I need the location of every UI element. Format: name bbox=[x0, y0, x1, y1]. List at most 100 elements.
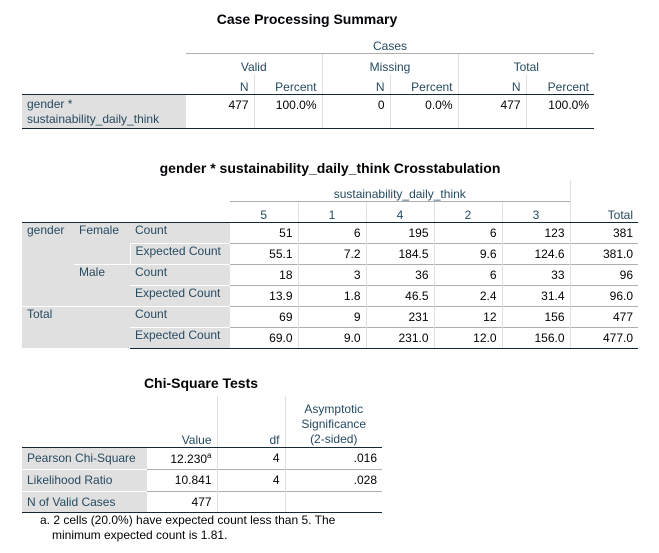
cell: 36 bbox=[365, 263, 434, 285]
cell: 6 bbox=[433, 263, 502, 285]
df-header: df bbox=[216, 396, 285, 448]
cell: 2.4 bbox=[433, 284, 502, 306]
total-row-label: Total bbox=[22, 305, 130, 348]
cell: 12 bbox=[433, 305, 502, 327]
cell: 13.9 bbox=[230, 284, 298, 306]
crosstab-title: gender * sustainability_daily_think Cros… bbox=[159, 160, 501, 176]
footnote-marker: a bbox=[207, 450, 212, 460]
cell bbox=[284, 490, 382, 513]
cell: 51 bbox=[279, 225, 293, 240]
col-header: 4 bbox=[365, 200, 434, 223]
col-header: 5 bbox=[230, 200, 298, 223]
group-valid: Valid bbox=[186, 53, 322, 74]
row-var-label: gender bbox=[22, 222, 74, 306]
stat-label: Expected Count bbox=[130, 284, 230, 306]
stat-label: Count bbox=[130, 305, 230, 327]
cell: 1.8 bbox=[297, 284, 366, 306]
cell: 156 bbox=[501, 305, 570, 327]
sig-header-line1: Asymptotic bbox=[304, 401, 364, 416]
cell: 477 bbox=[147, 490, 217, 513]
sub-header: Percent bbox=[253, 74, 322, 95]
col-header: 2 bbox=[433, 200, 502, 223]
cell: 6 bbox=[433, 222, 502, 243]
cell: 477 bbox=[457, 94, 526, 129]
chi-title: Chi-Square Tests bbox=[143, 375, 259, 391]
cell: 381.0 bbox=[569, 242, 638, 264]
row-label-line1: gender * bbox=[27, 97, 73, 111]
cases-header: Cases bbox=[372, 39, 407, 53]
cell: 96 bbox=[569, 263, 638, 285]
group-label-male: Male bbox=[74, 263, 130, 306]
cell: 96.0 bbox=[569, 284, 638, 306]
stat-label: Count bbox=[130, 263, 230, 285]
footnote-line2: minimum expected count is 1.81. bbox=[52, 528, 228, 542]
test-label: Pearson Chi-Square bbox=[22, 447, 147, 469]
chi-value: 12.230 bbox=[170, 451, 208, 466]
sig-header: Asymptotic Significance (2-sided) bbox=[284, 396, 382, 448]
sig-header-line2: Significance bbox=[301, 416, 367, 431]
cell: 477 bbox=[186, 94, 254, 129]
cell: 195 bbox=[365, 222, 434, 243]
case-summary-title: Case Processing Summary bbox=[216, 11, 398, 27]
sub-header: Percent bbox=[389, 74, 458, 95]
stat-label: Expected Count bbox=[130, 326, 230, 349]
case-summary-table: Cases Valid Missing Total N Percent N Pe… bbox=[22, 33, 594, 129]
cell: 100.0% bbox=[253, 94, 322, 129]
group-missing: Missing bbox=[321, 53, 458, 74]
cell: 46.5 bbox=[365, 284, 434, 306]
group-label-female: Female bbox=[74, 222, 130, 264]
sub-header: N bbox=[186, 74, 254, 95]
cell: 9 bbox=[297, 305, 366, 327]
chi-footnote: a. 2 cells (20.0%) have expected count l… bbox=[40, 513, 335, 543]
cell: 18 bbox=[230, 263, 298, 285]
cell bbox=[216, 490, 285, 513]
stat-label: Expected Count bbox=[129, 242, 230, 264]
crosstab-table: sustainability_daily_think 5 1 4 2 3 Tot… bbox=[22, 180, 638, 349]
cell: 477 bbox=[569, 305, 638, 327]
footnote-line1: a. 2 cells (20.0%) have expected count l… bbox=[40, 513, 336, 527]
test-label: Likelihood Ratio bbox=[22, 468, 147, 491]
cell: 6 bbox=[297, 222, 366, 243]
cell: 123 bbox=[501, 222, 570, 243]
cell: 69 bbox=[230, 305, 298, 327]
cell: 100.0% bbox=[525, 94, 594, 129]
cell: 231.0 bbox=[365, 326, 434, 349]
cell: 9.6 bbox=[433, 242, 502, 264]
cell: 4 bbox=[216, 468, 285, 491]
cell: 0.0% bbox=[389, 94, 458, 129]
cell: 381 bbox=[569, 222, 638, 243]
cell: 12.230a bbox=[147, 447, 217, 469]
group-total: Total bbox=[457, 53, 594, 74]
row-label: gender * sustainability_daily_think bbox=[22, 94, 186, 129]
value-header: Value bbox=[147, 396, 217, 448]
cell: 231 bbox=[365, 305, 434, 327]
col-header-total: Total bbox=[569, 201, 638, 223]
sub-header: Percent bbox=[525, 74, 594, 95]
sig-header-line3: (2-sided) bbox=[310, 431, 358, 446]
cell: 33 bbox=[501, 263, 570, 285]
cell: .016 bbox=[284, 447, 382, 469]
chi-table: Value df Asymptotic Significance (2-side… bbox=[22, 396, 382, 513]
stat-label: Count bbox=[130, 222, 230, 243]
col-var-header: sustainability_daily_think bbox=[333, 186, 466, 201]
cell: 477.0 bbox=[569, 326, 638, 349]
row-label-line2: sustainability_daily_think bbox=[27, 112, 160, 126]
cell: 124.6 bbox=[501, 242, 570, 264]
cell: 3 bbox=[297, 263, 366, 285]
cell: 31.4 bbox=[501, 284, 570, 306]
cell: 156.0 bbox=[501, 326, 570, 349]
cell: 69.0 bbox=[230, 326, 298, 349]
cell: 4 bbox=[216, 447, 285, 469]
col-header: 3 bbox=[501, 200, 570, 223]
sub-header: N bbox=[321, 74, 390, 95]
cell: 12.0 bbox=[433, 326, 502, 349]
cell: 10.841 bbox=[147, 468, 217, 491]
cell: 55.1 bbox=[230, 242, 298, 264]
col-header: 1 bbox=[297, 200, 366, 223]
sub-header: N bbox=[457, 74, 526, 95]
cell: 7.2 bbox=[297, 242, 366, 264]
cell: 184.5 bbox=[365, 242, 434, 264]
cell: .028 bbox=[284, 468, 382, 491]
test-label: N of Valid Cases bbox=[22, 490, 147, 513]
cell: 9.0 bbox=[297, 326, 366, 349]
